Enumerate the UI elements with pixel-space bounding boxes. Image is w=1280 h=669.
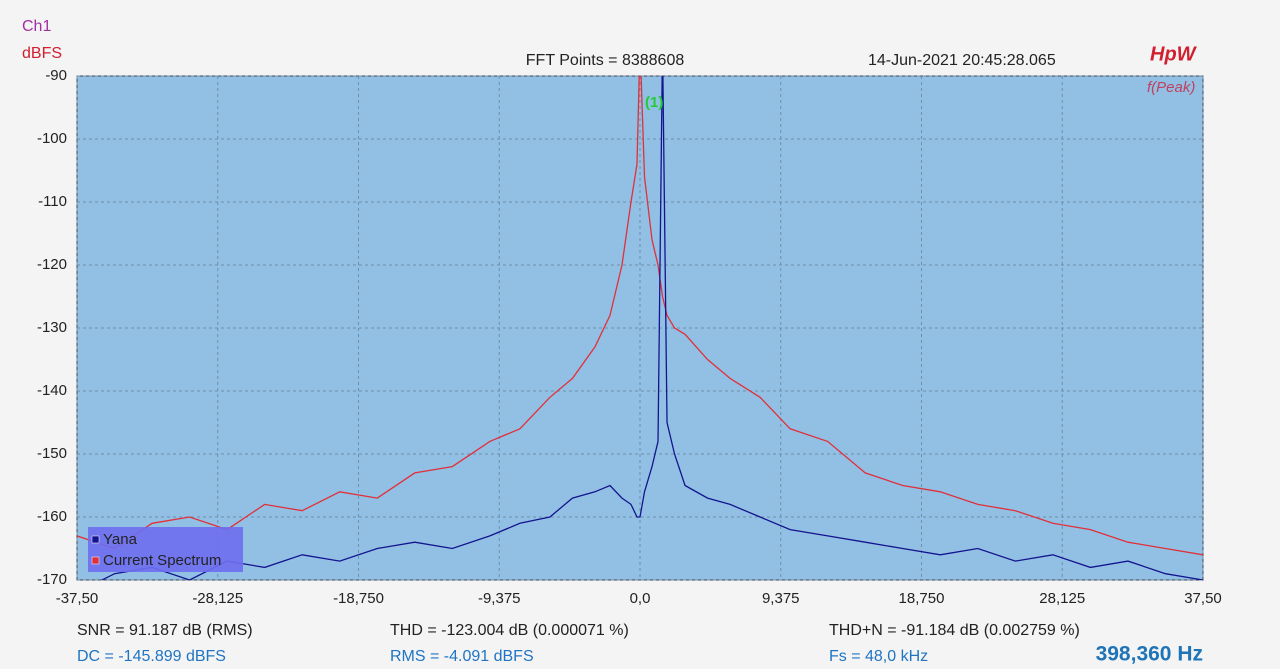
- frequency: 398,360 Hz: [1096, 643, 1203, 666]
- y-tick-label: -130: [37, 319, 67, 336]
- stat: THD+N = -91.184 dB (0.002759 %): [829, 622, 1080, 639]
- y-axis-label: dBFS: [22, 45, 62, 62]
- series-line: [100, 76, 1203, 580]
- mode: f(Peak): [1147, 79, 1195, 96]
- stat: SNR = 91.187 dB (RMS): [77, 622, 253, 639]
- peak-marker: (1): [645, 94, 663, 111]
- timestamp: 14-Jun-2021 20:45:28.065: [868, 52, 1056, 69]
- x-tick-label: -28,125: [192, 590, 243, 607]
- x-tick-label: -37,50: [56, 590, 99, 607]
- chart-title: FFT Points = 8388608: [526, 52, 685, 69]
- x-tick-label: 9,375: [762, 590, 800, 607]
- x-tick-label: -18,750: [333, 590, 384, 607]
- y-tick-label: -140: [37, 382, 67, 399]
- channel-label: Ch1: [22, 18, 51, 35]
- stat: Fs = 48,0 kHz: [829, 648, 928, 665]
- y-tick-label: -100: [37, 130, 67, 147]
- legend-swatch: [91, 556, 100, 565]
- legend-label: Current Spectrum: [103, 552, 221, 569]
- y-tick-label: -150: [37, 445, 67, 462]
- x-tick-label: 0,0: [630, 590, 651, 607]
- stat: RMS = -4.091 dBFS: [390, 648, 534, 665]
- x-tick-label: 28,125: [1039, 590, 1085, 607]
- y-tick-label: -120: [37, 256, 67, 273]
- x-tick-label: 37,50: [1184, 590, 1222, 607]
- legend-box: [88, 527, 243, 572]
- stat: DC = -145.899 dBFS: [77, 648, 226, 665]
- brand: HpW: [1150, 43, 1198, 65]
- y-tick-label: -160: [37, 508, 67, 525]
- y-tick-label: -170: [37, 571, 67, 588]
- x-tick-label: -9,375: [478, 590, 521, 607]
- legend-swatch: [91, 535, 100, 544]
- y-tick-label: -90: [45, 67, 67, 84]
- series-line: [77, 76, 1203, 556]
- x-tick-label: 18,750: [899, 590, 945, 607]
- stat: THD = -123.004 dB (0.000071 %): [390, 622, 629, 639]
- legend-label: Yana: [103, 531, 138, 548]
- y-tick-label: -110: [38, 193, 67, 210]
